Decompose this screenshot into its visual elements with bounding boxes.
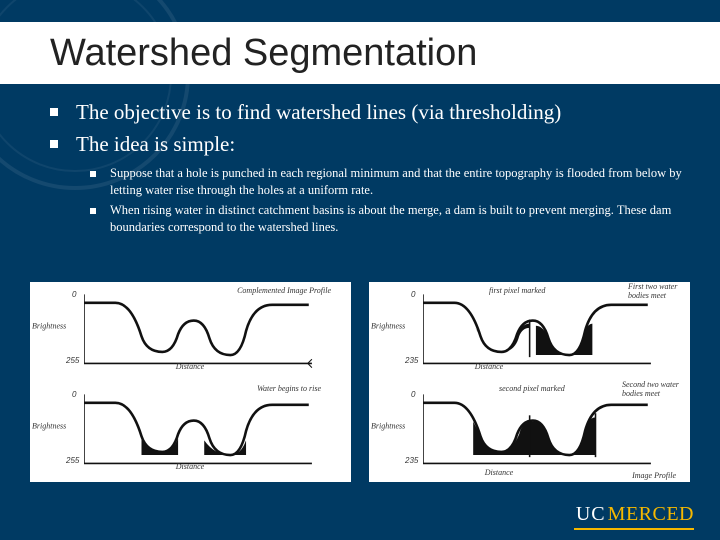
chart-left-top [84,292,314,370]
chart-right-top [423,292,653,370]
slide-title: Watershed Segmentation [50,32,477,75]
ylabel-right-bottom: Brightness [371,422,405,431]
ylabel-left-bottom: Brightness [32,422,66,431]
figure-right: Brightness 0 235 Distance first pixel ma… [369,282,690,482]
tick-0: 0 [411,390,415,399]
tick-255: 255 [66,356,79,365]
bullet-2: The idea is simple: [50,130,692,158]
uc-merced-logo: UC MERCED [576,503,694,526]
chart-left-bottom [84,392,314,470]
bullet-marker-icon [50,108,58,116]
water-fill [475,324,592,355]
xlabel-right-bottom: Distance [485,468,513,484]
logo-uc-text: UC [576,503,606,526]
tick-0: 0 [72,290,76,299]
sub-bullet-list: Suppose that a hole is punched in each r… [90,165,692,237]
tick-255: 255 [66,456,79,465]
profile-curve [84,403,309,455]
figure-left: Brightness 0 255 Distance Complemented I… [30,282,351,482]
content-area: The objective is to find watershed lines… [50,98,692,240]
xlabel-right-bottom-2: Image Profile [632,471,676,480]
bullet-marker-icon [90,171,96,177]
title-bar: Watershed Segmentation [0,22,720,84]
chart-right-bottom [423,392,653,470]
logo-underline [574,528,694,530]
bullet-marker-icon [50,140,58,148]
title-left-bottom: Water begins to rise [257,384,321,393]
xlabel-left-bottom: Distance [176,462,204,484]
figures-row: Brightness 0 255 Distance Complemented I… [30,282,690,482]
title-right-top-right: First two water bodies meet [628,282,684,300]
profile-curve [423,303,648,355]
ylabel-right-top: Brightness [371,322,405,331]
sub-bullet-2-text: When rising water in distinct catchment … [110,202,692,236]
tick-0: 0 [411,290,415,299]
sub-bullet-2: When rising water in distinct catchment … [90,202,692,236]
bullet-2-text: The idea is simple: [76,130,235,158]
sub-bullet-1-text: Suppose that a hole is punched in each r… [110,165,692,199]
sub-bullet-1: Suppose that a hole is punched in each r… [90,165,692,199]
title-right-bottom-left: second pixel marked [499,384,565,393]
bullet-1-text: The objective is to find watershed lines… [76,98,561,126]
title-right-bottom-right: Second two water bodies meet [622,380,684,398]
title-right-top-left: first pixel marked [489,286,545,295]
tick-255: 235 [405,356,418,365]
water-fill [142,438,247,455]
ylabel-left-top: Brightness [32,322,66,331]
tick-255: 235 [405,456,418,465]
tick-0: 0 [72,390,76,399]
title-left-top: Complemented Image Profile [237,286,331,295]
logo-merced-text: MERCED [608,503,694,526]
bullet-1: The objective is to find watershed lines… [50,98,692,126]
profile-curve [84,303,309,355]
bullet-marker-icon [90,208,96,214]
